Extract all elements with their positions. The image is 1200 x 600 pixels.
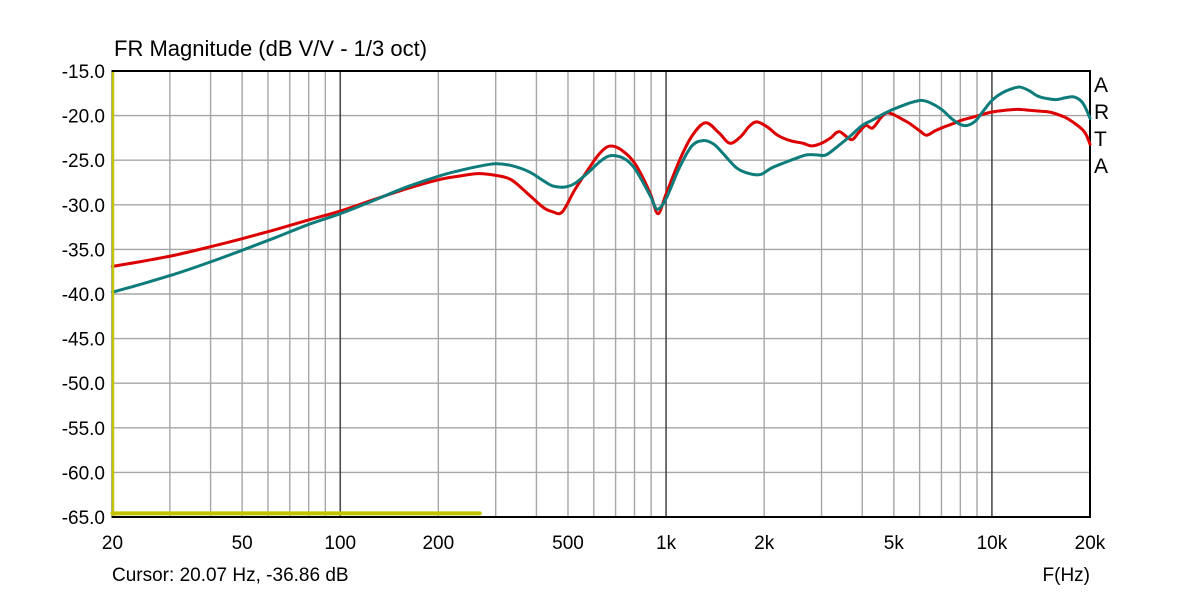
x-tick-label: 100 (324, 533, 356, 554)
x-tick-label: 2k (754, 533, 775, 554)
y-axis-tick-labels: -15.0 -20.0 -25.0 -30.0 -35.0 -40.0 -45.0 -50.0… (62, 62, 105, 529)
y-tick-label: -60.0 (62, 463, 105, 484)
side-brand-label: A R T A (1094, 74, 1109, 178)
x-axis-tick-labels: 20 50 100 200 500 1k 2k 5k 10k 20k (102, 533, 1106, 554)
y-tick-label: -50.0 (62, 374, 105, 395)
y-tick-label: -35.0 (62, 240, 105, 261)
side-letter-2: R (1094, 101, 1109, 124)
y-tick-label: -25.0 (62, 151, 105, 172)
y-tick-label: -65.0 (62, 508, 105, 529)
x-tick-label: 1k (656, 533, 677, 554)
y-tick-label: -45.0 (62, 330, 105, 351)
gridlines (112, 71, 1090, 517)
side-letter-4: A (1094, 155, 1108, 178)
x-tick-label: 500 (552, 533, 584, 554)
x-axis-unit-label: F(Hz) (1043, 565, 1090, 586)
chart-title: FR Magnitude (dB V/V - 1/3 oct) (114, 36, 427, 61)
side-letter-3: T (1094, 128, 1107, 151)
x-tick-label: 5k (884, 533, 905, 554)
teal-curve (111, 85, 1092, 294)
y-tick-label: -15.0 (62, 62, 105, 83)
cursor-readout: Cursor: 20.07 Hz, -36.86 dB (112, 565, 349, 586)
y-tick-label: -20.0 (62, 107, 105, 128)
x-tick-label: 20 (102, 533, 123, 554)
y-tick-label: -55.0 (62, 419, 105, 440)
x-tick-label: 200 (422, 533, 454, 554)
curves (110, 85, 1092, 516)
y-tick-label: -40.0 (62, 285, 105, 306)
x-tick-label: 50 (232, 533, 253, 554)
y-tick-label: -30.0 (62, 196, 105, 217)
x-tick-label: 10k (977, 533, 1008, 554)
side-letter-1: A (1094, 74, 1108, 97)
x-tick-label: 20k (1075, 533, 1106, 554)
